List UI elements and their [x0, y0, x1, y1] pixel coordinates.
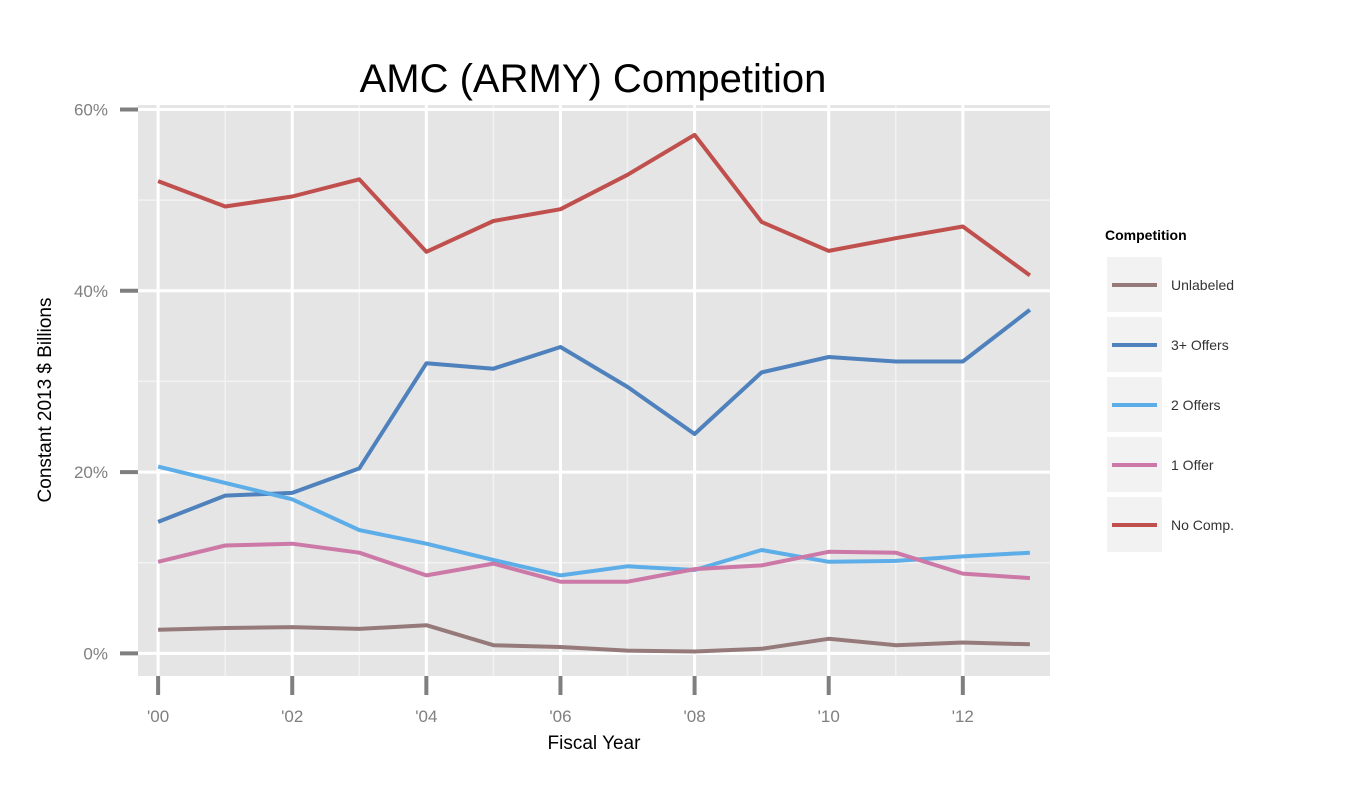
y-tick-label: 60%: [74, 101, 108, 120]
x-tick-label: '02: [281, 707, 303, 726]
y-tick-label: 40%: [74, 282, 108, 301]
x-axis: '00 '02 '04 '06 '08 '10 '12: [147, 676, 974, 726]
y-tick-label: 0%: [83, 644, 108, 663]
series-line-unlabeled: [158, 623, 1030, 654]
legend-title: Competition: [1105, 227, 1187, 243]
x-tick-label: '06: [549, 707, 571, 726]
legend-label-no-comp: No Comp.: [1171, 517, 1234, 533]
x-tick-label: '04: [415, 707, 437, 726]
legend: Competition Unlabeled 3+ Offers 2 Offers 1 …: [1105, 227, 1234, 552]
legend-label-2-offers: 2 Offers: [1171, 397, 1221, 413]
x-axis-title: Fiscal Year: [548, 733, 642, 754]
series-line-2-offers: [157, 464, 1031, 578]
legend-label-3-offers: 3+ Offers: [1171, 337, 1229, 353]
legend-label-1-offer: 1 Offer: [1171, 457, 1214, 473]
series-line-3-offers: [157, 308, 1032, 524]
chart-title: AMC (ARMY) Competition: [360, 57, 827, 101]
series-lines: [157, 132, 1032, 654]
x-tick-label: '00: [147, 707, 169, 726]
legend-label-unlabeled: Unlabeled: [1171, 277, 1234, 293]
y-axis: 0% 20% 40% 60%: [74, 101, 138, 663]
grid-major: [138, 105, 1050, 676]
x-tick-label: '08: [684, 707, 706, 726]
y-axis-title: Constant 2013 $ Billions: [35, 298, 56, 503]
x-tick-label: '10: [818, 707, 840, 726]
x-tick-label: '12: [952, 707, 974, 726]
y-tick-label: 20%: [74, 463, 108, 482]
series-line-no-comp: [157, 132, 1032, 278]
legend-items: Unlabeled 3+ Offers 2 Offers 1 Offer No Comp…: [1107, 257, 1234, 552]
series-line-1-offer: [157, 541, 1031, 584]
